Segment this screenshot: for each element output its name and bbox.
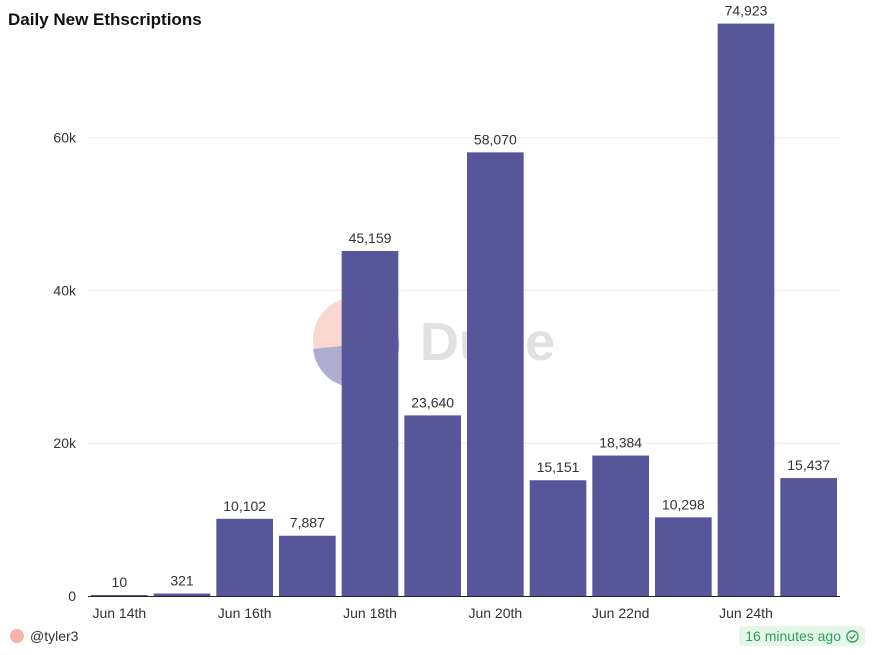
author[interactable]: @tyler3 [10,628,78,644]
bar [467,152,524,596]
x-tick-label: Jun 14th [92,605,146,621]
data-label: 58,070 [474,131,517,147]
updated-text: 16 minutes ago [745,628,841,644]
data-label: 74,923 [725,3,768,19]
x-tick-label: Jun 20th [468,605,522,621]
data-label: 7,887 [290,515,325,531]
bar [780,478,837,596]
x-tick-label: Jun 18th [343,605,397,621]
bar [529,480,587,596]
data-label: 15,437 [787,457,830,473]
y-tick-label: 40k [53,282,77,298]
data-label: 15,151 [537,459,580,475]
bar [404,415,461,596]
data-label: 10,298 [662,496,705,512]
data-label: 18,384 [599,435,642,451]
y-tick-label: 0 [68,588,76,604]
data-label: 321 [170,573,194,589]
bar [153,593,211,596]
bar [91,595,148,596]
bar [341,250,399,597]
bar [279,535,336,596]
bar [655,517,712,596]
x-tick-label: Jun 24th [719,605,773,621]
data-label: 10,102 [223,498,266,514]
bar [592,455,649,596]
chart-title: Daily New Ethscriptions [8,10,202,29]
data-label: 23,640 [411,394,454,410]
y-tick-label: 20k [53,435,77,451]
avatar [10,629,24,643]
y-tick-label: 60k [53,130,77,146]
check-circle-icon [846,629,859,643]
bar [216,518,273,596]
author-name: @tyler3 [30,628,79,644]
x-tick-label: Jun 16th [218,605,272,621]
bar [717,23,775,597]
data-label: 45,159 [349,230,392,246]
x-tick-label: Jun 22nd [592,605,650,621]
data-label: 10 [112,574,128,590]
updated-badge: 16 minutes ago [739,626,865,646]
